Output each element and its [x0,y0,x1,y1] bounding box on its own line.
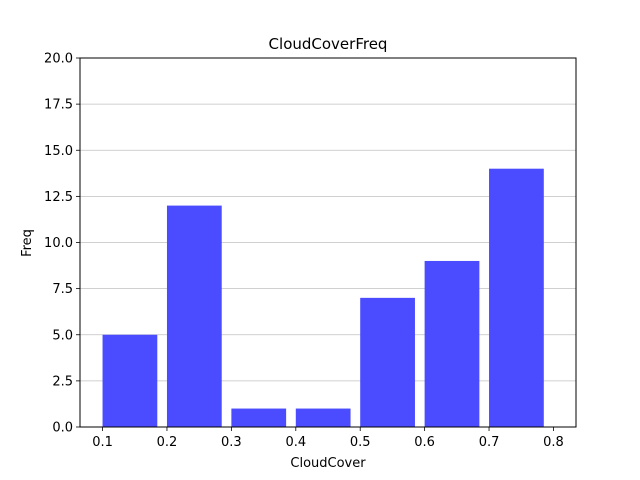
bar [231,408,287,427]
x-tick-label: 0.2 [157,435,178,450]
bars [102,168,544,427]
y-tick-label: 20.0 [44,52,73,67]
x-axis-label: CloudCover [290,456,366,471]
y-axis: 0.0 2.5 5.0 7.5 10.0 12.5 15.0 17.5 20.0 [44,52,80,436]
y-tick-label: 15.0 [44,144,73,159]
y-tick-label: 5.0 [52,328,73,343]
x-tick-label: 0.1 [92,435,113,450]
bar [102,334,158,427]
chart-title: CloudCoverFreq [269,35,388,53]
x-tick-label: 0.3 [221,435,242,450]
y-tick-label: 12.5 [44,190,73,205]
grid-lines [80,103,576,382]
bar [424,260,480,427]
x-tick-label: 0.6 [414,435,435,450]
x-tick-label: 0.5 [350,435,371,450]
bar [360,297,415,427]
x-tick-label: 0.7 [479,435,500,450]
y-tick-label: 10.0 [44,236,73,251]
x-tick-label: 0.4 [285,435,306,450]
bar [295,408,351,427]
y-tick-label: 0.0 [52,421,73,436]
bar [489,168,544,427]
x-tick-label: 0.8 [543,435,564,450]
x-axis: 0.1 0.2 0.3 0.4 0.5 0.6 0.7 0.8 [92,427,564,450]
y-tick-label: 7.5 [52,282,73,297]
y-axis-label: Freq [20,229,35,257]
y-tick-label: 17.5 [44,98,73,113]
bar [166,205,222,427]
y-tick-label: 2.5 [52,374,73,389]
